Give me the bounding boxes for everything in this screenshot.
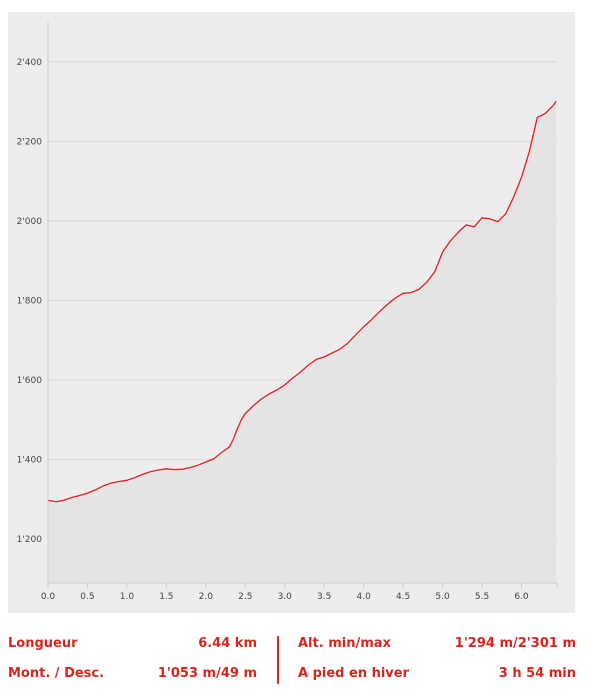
y-tick-label: 1'600 bbox=[17, 376, 43, 386]
elevation-line bbox=[47, 100, 557, 503]
elevation-profile-chart: 1'200 1'400 1'600 1'800 2'000 2'200 2'400 0.0 0.… bbox=[17, 22, 558, 602]
ascent-descent-value: 1'053 m/49 m bbox=[157, 666, 257, 681]
x-tick-label: 5.0 bbox=[435, 592, 450, 602]
y-tick-label: 2'200 bbox=[17, 137, 43, 147]
y-tick-label: 1'800 bbox=[17, 297, 43, 307]
x-tick-label: 6.0 bbox=[514, 592, 529, 602]
x-tick-label: 3.0 bbox=[278, 592, 293, 602]
stats-divider bbox=[277, 636, 279, 684]
y-tick-label: 1'200 bbox=[17, 535, 43, 545]
length-label: Longueur bbox=[8, 636, 78, 651]
x-tick-label: 3.5 bbox=[317, 592, 331, 602]
x-tick-label: 4.0 bbox=[356, 592, 371, 602]
winter-walk-label: A pied en hiver bbox=[298, 666, 410, 681]
winter-walk-duration-value: 3 h 54 min bbox=[498, 666, 576, 681]
altitude-minmax-value: 1'294 m/2'301 m bbox=[454, 636, 576, 651]
stats-panel: Longueur 6.44 km Mont. / Desc. 1'053 m/4… bbox=[0, 628, 592, 692]
length-value: 6.44 km bbox=[198, 636, 257, 651]
ascent-descent-label: Mont. / Desc. bbox=[8, 666, 105, 681]
y-tick-label: 2'000 bbox=[17, 217, 43, 227]
altitude-minmax-label: Alt. min/max bbox=[298, 636, 391, 651]
y-tick-label: 2'400 bbox=[17, 58, 43, 68]
x-tick-label: 2.0 bbox=[199, 592, 214, 602]
elevation-area bbox=[48, 101, 557, 583]
x-tick-label: 1.0 bbox=[120, 592, 135, 602]
x-tick-label: 4.5 bbox=[396, 592, 410, 602]
x-tick-label: 0.0 bbox=[41, 592, 56, 602]
y-tick-label: 1'400 bbox=[17, 456, 43, 466]
x-tick-label: 1.5 bbox=[159, 592, 173, 602]
x-tick-label: 0.5 bbox=[80, 592, 94, 602]
x-tick-label: 5.5 bbox=[475, 592, 489, 602]
x-tick-label: 2.5 bbox=[238, 592, 252, 602]
